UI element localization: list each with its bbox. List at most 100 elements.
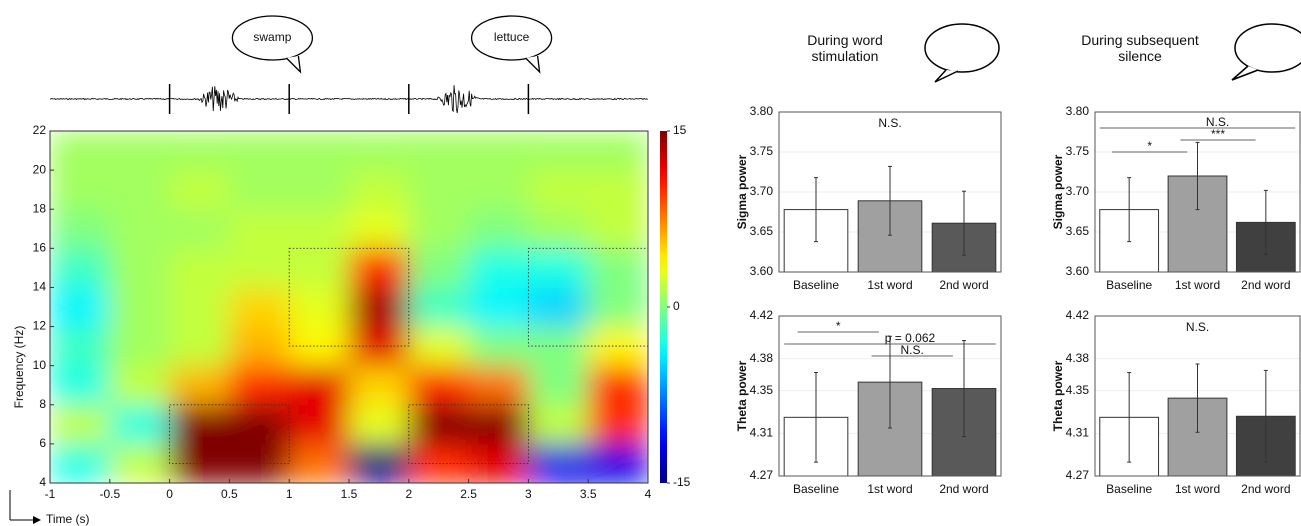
heatmap-cell bbox=[528, 170, 589, 210]
heatmap-cell bbox=[289, 365, 350, 406]
x-tick-label: 0.5 bbox=[221, 487, 238, 501]
waveform bbox=[49, 85, 648, 114]
y-axis-label: Theta power bbox=[1051, 360, 1065, 431]
heatmap-cell bbox=[169, 404, 230, 445]
heatmap-cell bbox=[50, 248, 111, 288]
heatmap-cell bbox=[109, 326, 171, 367]
heatmap-cell bbox=[528, 248, 589, 288]
annotation: * bbox=[836, 319, 841, 333]
heatmap-cell bbox=[169, 131, 230, 171]
y-axis-label: Frequency (Hz) bbox=[12, 326, 26, 409]
heatmap-cell bbox=[50, 365, 111, 406]
x-tick-label: 1 bbox=[286, 487, 293, 501]
heatmap-cell bbox=[229, 365, 290, 406]
heatmap-cell bbox=[468, 365, 529, 406]
heatmap-cell bbox=[169, 209, 230, 249]
heatmap-cell bbox=[289, 209, 350, 249]
x-tick-label: 0 bbox=[166, 487, 173, 501]
y-tick-label: 3.70 bbox=[750, 184, 774, 198]
heatmap-cell bbox=[528, 287, 589, 328]
x-tick-label: 3 bbox=[525, 487, 532, 501]
heatmap-cell bbox=[468, 131, 529, 171]
heatmap-cell bbox=[408, 131, 470, 171]
x-tick-label: 2nd word bbox=[1241, 482, 1290, 496]
heatmap-cell bbox=[229, 404, 290, 445]
y-tick-label: 4.27 bbox=[1066, 468, 1090, 482]
y-tick-label: 10 bbox=[33, 358, 47, 372]
heatmap-cell bbox=[229, 170, 290, 210]
heatmap-cell bbox=[468, 248, 529, 288]
heatmap-cell bbox=[109, 443, 171, 483]
heatmap-cell bbox=[169, 365, 230, 406]
colorbar-tick-label: 15 bbox=[673, 123, 687, 137]
heatmap-cell bbox=[169, 443, 230, 483]
heatmap-cell bbox=[349, 404, 410, 445]
plot-frame bbox=[1094, 111, 1301, 273]
heatmap-cell bbox=[468, 209, 529, 249]
x-axis-label: Time (s) bbox=[46, 512, 90, 526]
plot-frame bbox=[778, 111, 1002, 273]
heatmap-cell bbox=[169, 170, 230, 210]
x-tick-label: 1.5 bbox=[341, 487, 358, 501]
heatmap-cell bbox=[109, 209, 171, 249]
colorbar-tick-label: -15 bbox=[673, 475, 691, 489]
heatmap-cell bbox=[289, 326, 350, 367]
speech-bubble bbox=[470, 15, 553, 61]
heatmap-cell bbox=[289, 170, 350, 210]
x-tick-label: -1 bbox=[45, 487, 56, 501]
heatmap-cell bbox=[588, 404, 648, 445]
heatmap-cell bbox=[468, 404, 529, 445]
annotation: N.S. bbox=[1186, 320, 1209, 334]
heatmap-cell bbox=[408, 170, 470, 210]
y-tick-label: 4.31 bbox=[750, 426, 774, 440]
heatmap-cell bbox=[588, 248, 648, 288]
x-tick-label: 2 bbox=[405, 487, 412, 501]
heatmap-cell bbox=[50, 170, 111, 210]
x-tick-label: Baseline bbox=[793, 278, 839, 292]
heatmap-cell bbox=[109, 365, 171, 406]
y-tick-label: 22 bbox=[33, 123, 47, 137]
heatmap-cell bbox=[408, 326, 470, 367]
speech-bubble bbox=[231, 15, 314, 61]
x-tick-label: -0.5 bbox=[99, 487, 120, 501]
y-tick-label: 3.60 bbox=[1066, 264, 1090, 278]
silence-bubble bbox=[1231, 23, 1301, 81]
heatmap-cell bbox=[528, 443, 589, 483]
heatmap-cell bbox=[109, 248, 171, 288]
heatmap-cell bbox=[528, 404, 589, 445]
y-tick-label: 3.75 bbox=[750, 144, 774, 158]
x-tick-label: Baseline bbox=[1106, 482, 1152, 496]
y-tick-label: 16 bbox=[33, 241, 47, 255]
word-label: swamp bbox=[253, 30, 291, 44]
heatmap-cell bbox=[349, 365, 410, 406]
y-tick-label: 14 bbox=[33, 280, 47, 294]
y-tick-label: 3.65 bbox=[750, 224, 774, 238]
x-tick-label: 1st word bbox=[1175, 278, 1220, 292]
roi-box bbox=[288, 247, 410, 347]
heatmap-cell bbox=[528, 209, 589, 249]
heatmap-cell bbox=[109, 404, 171, 445]
heatmap-cell bbox=[349, 209, 410, 249]
x-tick-label: 2.5 bbox=[460, 487, 477, 501]
y-axis-label: Sigma power bbox=[735, 154, 749, 229]
x-tick-label: 3.5 bbox=[580, 487, 597, 501]
heatmap-cell bbox=[349, 326, 410, 367]
heatmap-cell bbox=[289, 248, 350, 288]
x-tick-label: 2nd word bbox=[939, 482, 988, 496]
heatmap-cell bbox=[229, 131, 290, 171]
heatmap-cell bbox=[588, 170, 648, 210]
x-tick-label: 2nd word bbox=[939, 278, 988, 292]
heatmap-cell bbox=[50, 326, 111, 367]
speech-bubble-tail bbox=[525, 55, 541, 74]
colorbar bbox=[660, 131, 667, 483]
heatmap-cell bbox=[109, 170, 171, 210]
heatmap-cell bbox=[50, 443, 111, 483]
heatmap-cell bbox=[408, 365, 470, 406]
y-tick-label: 3.70 bbox=[1066, 184, 1090, 198]
heatmap-cell bbox=[468, 326, 529, 367]
x-tick-label: Baseline bbox=[1106, 278, 1152, 292]
heatmap-cell bbox=[349, 248, 410, 288]
heatmap-cell bbox=[289, 404, 350, 445]
heatmap-cell bbox=[50, 287, 111, 328]
